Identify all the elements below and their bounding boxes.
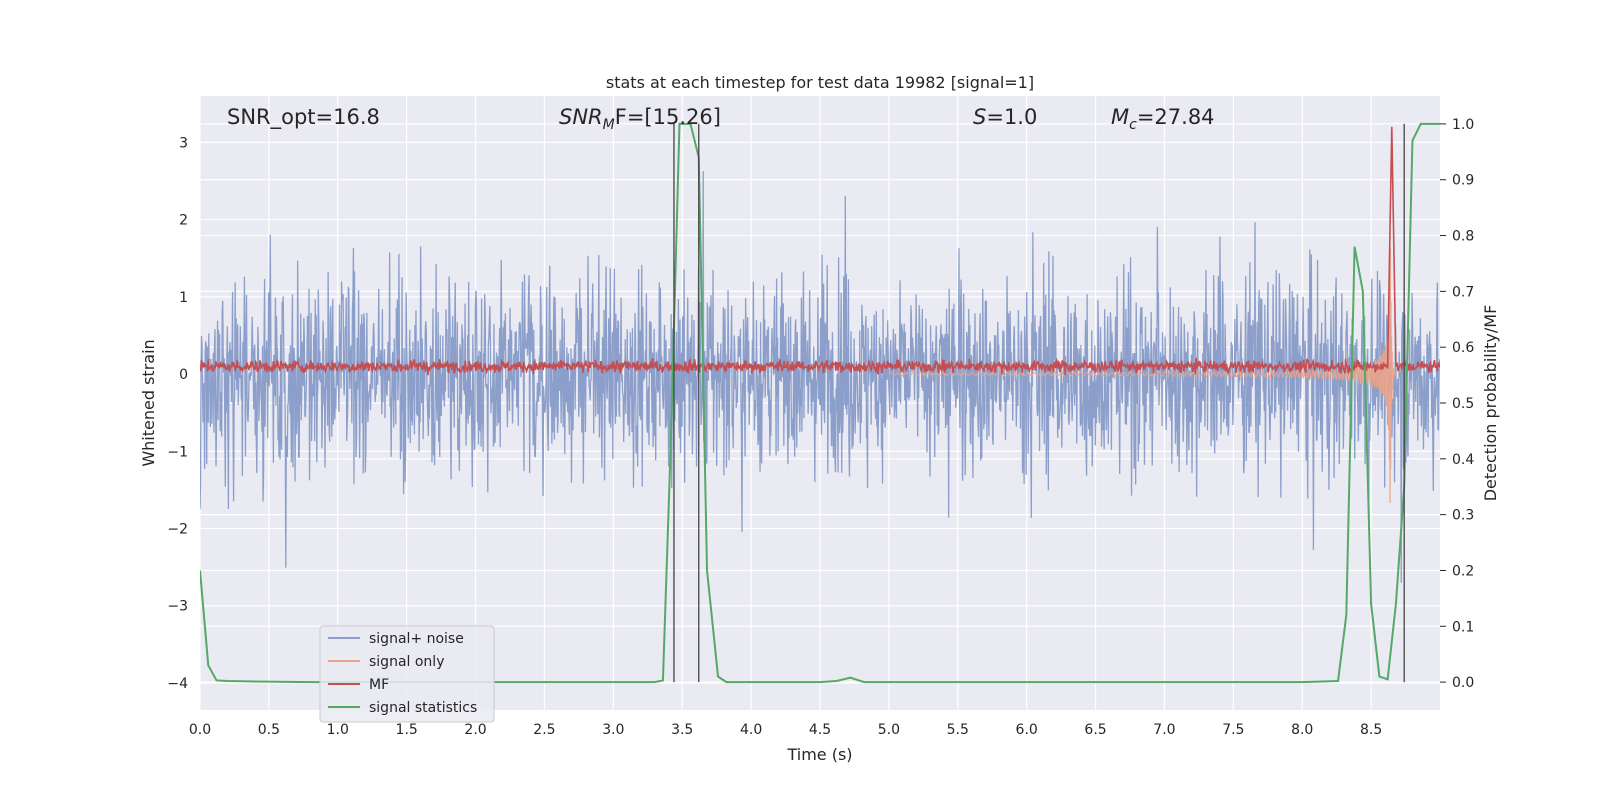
series-signal-noise (200, 171, 1440, 583)
y-right-tick-label: 0.9 (1452, 173, 1474, 189)
series-mf (200, 126, 1440, 376)
y-tick-label: −3 (167, 599, 188, 615)
y-tick-label: −4 (167, 676, 188, 692)
y-tick-label: 0 (179, 367, 188, 383)
x-tick-label: 3.5 (671, 722, 693, 738)
annotation-s: S=1.0 (973, 105, 1037, 129)
x-tick-label: 0.5 (258, 722, 280, 738)
x-tick-label: 6.5 (1084, 722, 1106, 738)
x-tick-label: 8.5 (1360, 722, 1382, 738)
x-tick-label: 1.0 (327, 722, 349, 738)
legend: signal+ noise signal only MF signal stat… (319, 625, 495, 723)
y-right-tick-label: 1.0 (1452, 117, 1474, 133)
annotation-s-main: S (973, 105, 986, 129)
y-right-tick-label: 0.6 (1452, 340, 1474, 356)
x-tick-label: 2.5 (533, 722, 555, 738)
annotation-snr-mf-rest: F=[15.26] (615, 105, 721, 129)
x-tick-label: 4.5 (809, 722, 831, 738)
x-tick-label: 0.0 (189, 722, 211, 738)
legend-box (319, 625, 495, 723)
y-right-tick-label: 0.7 (1452, 284, 1474, 300)
legend-label-signal-noise: signal+ noise (369, 631, 464, 647)
y-right-tick-label: 0.0 (1452, 675, 1474, 691)
x-tick-label: 7.0 (1153, 722, 1175, 738)
annotation-snr-mf: SNRMF=[15.26] (559, 105, 721, 133)
chart-title: stats at each timestep for test data 199… (606, 73, 1034, 92)
y-right-tick-label: 0.4 (1452, 452, 1474, 468)
annotation-snr-mf-main: SNR (559, 105, 603, 129)
x-axis-label: Time (s) (786, 745, 852, 764)
x-tick-label: 2.0 (464, 722, 486, 738)
legend-label-signal-only: signal only (369, 654, 444, 670)
annotation-snr-opt: SNR_opt=16.8 (227, 105, 380, 130)
y-tick-label: 2 (179, 213, 188, 229)
y-tick-label: 3 (179, 135, 188, 151)
x-tick-label: 3.0 (602, 722, 624, 738)
y-right-tick-label: 0.5 (1452, 396, 1474, 412)
y-tick-label: 1 (179, 290, 188, 306)
x-tick-label: 5.0 (878, 722, 900, 738)
y-tick-label: −1 (167, 444, 188, 460)
annotation-mc-rest: =27.84 (1137, 105, 1215, 129)
series-signal-only (888, 248, 1398, 503)
annotation-mc-main: M (1111, 105, 1129, 129)
annotation-snr-mf-sub: M (603, 117, 615, 133)
y-right-tick-label: 0.3 (1452, 508, 1474, 524)
legend-label-signal-statistics: signal statistics (369, 700, 477, 716)
x-tick-label: 5.5 (947, 722, 969, 738)
y-axis-right-label: Detection probability/MF (1481, 305, 1500, 502)
y-axis-label: Whitened strain (139, 339, 158, 466)
vertical-lines (673, 123, 1405, 683)
legend-label-mf: MF (369, 677, 389, 693)
x-tick-label: 4.0 (740, 722, 762, 738)
annotation-mc: Mc=27.84 (1111, 105, 1215, 133)
axes: 0.0 0.5 1.0 1.5 2.0 2.5 3.0 3.5 4.0 4.5 5.0 5.5 6.0 6… (167, 117, 1474, 738)
x-tick-label: 8.0 (1291, 722, 1313, 738)
x-tick-label: 6.0 (1016, 722, 1038, 738)
y-right-tick-label: 0.8 (1452, 229, 1474, 245)
x-tick-label: 7.5 (1222, 722, 1244, 738)
y-tick-label: −2 (167, 522, 188, 538)
annotation-s-rest: =1.0 (986, 105, 1037, 129)
y-right-tick-label: 0.2 (1452, 563, 1474, 579)
x-tick-label: 1.5 (396, 722, 418, 738)
y-right-tick-label: 0.1 (1452, 619, 1474, 635)
annotation-mc-sub: c (1129, 117, 1137, 133)
